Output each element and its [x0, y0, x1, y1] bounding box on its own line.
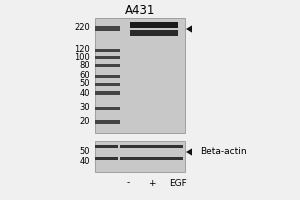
Text: 60: 60 [80, 72, 90, 80]
Bar [95, 74, 120, 77]
Bar [95, 144, 118, 148]
Bar [95, 156, 118, 160]
Bar [95, 120, 120, 124]
Bar [120, 156, 183, 160]
Text: 40: 40 [80, 156, 90, 166]
Bar [95, 91, 120, 95]
Bar [95, 64, 120, 66]
Text: 50: 50 [80, 79, 90, 88]
Text: +: + [148, 178, 156, 188]
Text: 50: 50 [80, 146, 90, 156]
Text: 40: 40 [80, 88, 90, 98]
Text: 30: 30 [80, 104, 90, 112]
Bar [95, 25, 120, 30]
Text: 220: 220 [74, 23, 90, 32]
Bar [130, 30, 178, 36]
Text: 100: 100 [74, 52, 90, 62]
Bar [95, 141, 185, 172]
Bar [95, 106, 120, 110]
Text: EGF: EGF [169, 178, 187, 188]
Polygon shape [186, 25, 192, 33]
Bar [95, 55, 120, 58]
Bar [95, 82, 120, 86]
Text: Beta-actin: Beta-actin [200, 148, 247, 156]
Text: 20: 20 [80, 117, 90, 127]
Bar [95, 18, 185, 133]
Bar [95, 48, 120, 51]
Text: -: - [126, 178, 130, 188]
Text: 120: 120 [74, 46, 90, 54]
Text: A431: A431 [125, 3, 155, 17]
Polygon shape [186, 148, 192, 156]
Bar [120, 144, 183, 148]
Text: 80: 80 [80, 60, 90, 70]
Bar [130, 22, 178, 28]
